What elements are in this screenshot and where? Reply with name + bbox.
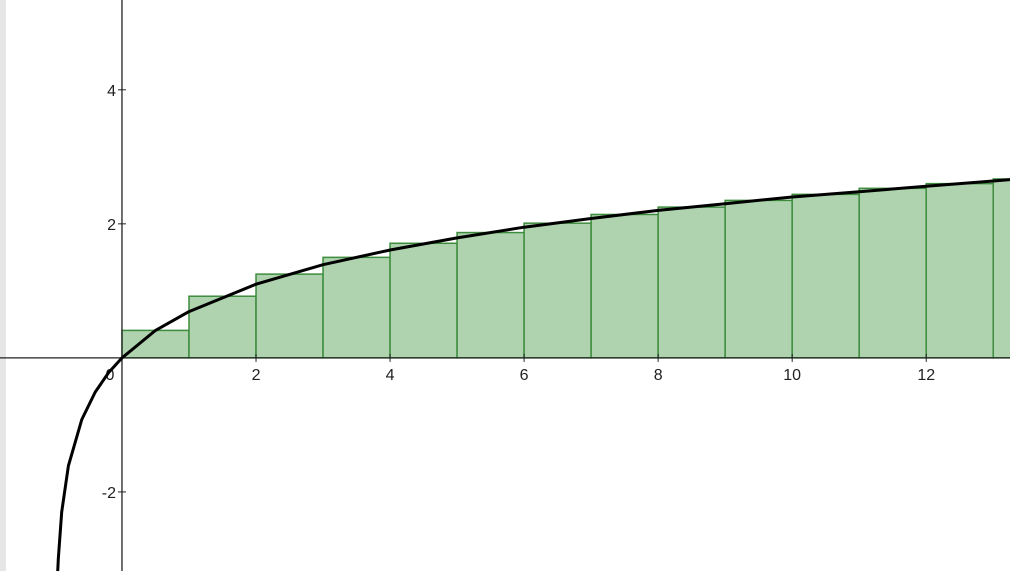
bar <box>657 206 726 359</box>
bars <box>121 178 1010 359</box>
bar <box>389 242 458 359</box>
x-tick-label: 2 <box>252 367 261 384</box>
x-tick-label: 10 <box>783 367 801 384</box>
bar <box>992 178 1010 359</box>
x-tick-label: 12 <box>917 367 935 384</box>
bar <box>925 182 994 359</box>
bar <box>791 193 860 359</box>
y-tick-label: 2 <box>107 217 116 234</box>
bar <box>590 213 659 359</box>
x-tick-label: 4 <box>386 367 395 384</box>
x-tick-label: 8 <box>654 367 663 384</box>
left-edge <box>0 0 6 571</box>
x-tick-label: 6 <box>520 367 529 384</box>
bar <box>523 222 592 359</box>
bar <box>724 199 793 359</box>
bar <box>322 256 391 359</box>
x-tick-label: 0 <box>106 367 115 384</box>
bar <box>456 231 525 359</box>
y-tick-label: -2 <box>102 485 116 502</box>
bar <box>188 295 257 359</box>
bar <box>255 273 324 359</box>
y-tick-label: 4 <box>107 83 116 100</box>
curve-line <box>56 178 1010 571</box>
curve <box>56 178 1010 571</box>
bar <box>121 329 190 359</box>
bar <box>858 187 927 359</box>
